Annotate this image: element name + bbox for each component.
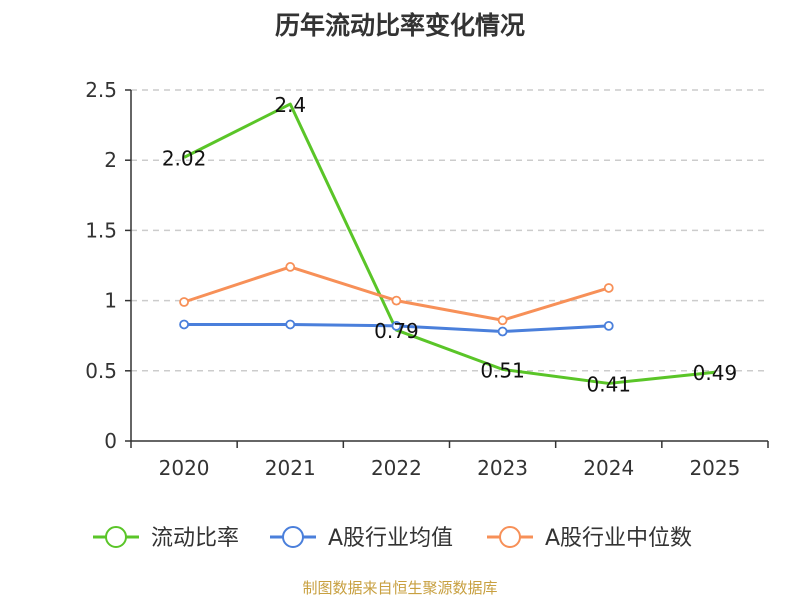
legend-marker	[499, 526, 521, 548]
legend-item-1[interactable]: A股行业均值	[270, 526, 453, 551]
data-label: 0.49	[693, 361, 738, 385]
x-tick-label: 2023	[477, 456, 528, 480]
data-point[interactable]	[285, 262, 296, 272]
x-tick-label: 2021	[265, 456, 316, 480]
chart-title: 历年流动比率变化情况	[274, 11, 525, 40]
y-tick-label: 2	[104, 148, 117, 172]
y-tick-label: 0.5	[85, 359, 117, 383]
legend[interactable]: 流动比率 A股行业均值 A股行业中位数	[93, 526, 692, 551]
legend-marker	[282, 526, 304, 548]
legend-item-2[interactable]: A股行业中位数	[487, 526, 692, 551]
data-point[interactable]	[497, 315, 508, 326]
data-point[interactable]	[285, 319, 296, 330]
series-line-0	[183, 102, 716, 385]
data-point[interactable]	[497, 326, 508, 337]
data-label: 2.4	[274, 93, 306, 117]
x-tick-label: 2025	[689, 456, 740, 480]
series-lines	[179, 102, 716, 385]
data-labels: 2.02 2.4 0.79 0.51 0.41 0.49	[162, 93, 737, 396]
x-tick-label: 2020	[159, 456, 210, 480]
source-note: 制图数据来自恒生聚源数据库	[302, 579, 498, 597]
y-tick-label: 0	[104, 429, 117, 453]
data-label: 0.79	[374, 319, 419, 343]
data-point[interactable]	[179, 319, 189, 330]
y-tick-label: 1.5	[85, 218, 117, 242]
data-point[interactable]	[603, 320, 614, 331]
data-label: 0.51	[480, 358, 525, 382]
legend-label: A股行业均值	[328, 526, 453, 551]
data-point[interactable]	[603, 283, 614, 293]
x-tick-label: 2022	[371, 456, 422, 480]
y-tick-label: 1	[104, 289, 117, 313]
data-point[interactable]	[179, 297, 189, 307]
data-label: 2.02	[162, 146, 207, 170]
data-point[interactable]	[391, 295, 402, 306]
legend-item-0[interactable]: 流动比率	[93, 526, 239, 551]
data-label: 0.41	[586, 372, 631, 396]
legend-label: A股行业中位数	[545, 526, 692, 551]
grid-lines	[131, 89, 768, 372]
y-tick-label: 2.5	[85, 78, 117, 102]
data-point[interactable]	[391, 320, 402, 331]
series-line-2	[183, 265, 610, 322]
legend-marker	[105, 526, 127, 548]
x-tick-label: 2024	[583, 456, 634, 480]
legend-label: 流动比率	[151, 526, 239, 551]
